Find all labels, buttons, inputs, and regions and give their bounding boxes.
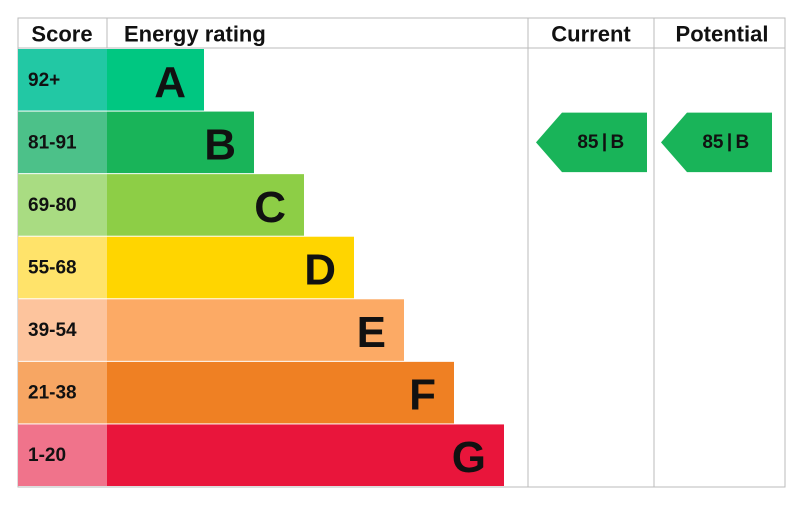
rating-letter: C <box>254 183 286 232</box>
score-cell <box>18 236 107 299</box>
score-range: 1-20 <box>28 445 66 466</box>
rating-bar <box>107 49 204 111</box>
score-cell <box>18 111 107 174</box>
energy-rating-header: Energy rating <box>124 22 266 47</box>
score-range: 81-91 <box>28 132 77 153</box>
score-cell <box>18 174 107 236</box>
current-arrow <box>536 112 647 173</box>
score-range: 55-68 <box>28 258 77 279</box>
rating-letter: E <box>357 308 386 357</box>
rating-letter: G <box>452 433 486 482</box>
score-cell <box>18 361 107 424</box>
rating-letter: D <box>304 246 336 295</box>
current-score: 85 <box>577 132 599 153</box>
rating-letter: B <box>204 120 236 169</box>
rating-letter: A <box>154 58 186 107</box>
potential-arrow <box>661 112 772 173</box>
potential-header: Potential <box>676 22 769 47</box>
score-range: 39-54 <box>28 320 77 341</box>
rating-letter: F <box>409 371 436 420</box>
score-cell <box>18 49 107 111</box>
rating-bar <box>107 361 454 424</box>
potential-band: B <box>736 132 750 153</box>
score-cell <box>18 299 107 361</box>
score-range: 92+ <box>28 70 60 91</box>
rating-bar <box>107 236 354 299</box>
score-header: Score <box>31 22 92 47</box>
potential-score: 85 <box>702 132 724 153</box>
current-header: Current <box>551 22 631 47</box>
rating-bar <box>107 424 504 486</box>
score-range: 21-38 <box>28 383 77 404</box>
rating-bar <box>107 111 254 174</box>
score-cell <box>18 424 107 486</box>
rating-bar <box>107 299 404 361</box>
rating-bar <box>107 174 304 236</box>
current-band: B <box>611 132 625 153</box>
score-range: 69-80 <box>28 195 77 216</box>
